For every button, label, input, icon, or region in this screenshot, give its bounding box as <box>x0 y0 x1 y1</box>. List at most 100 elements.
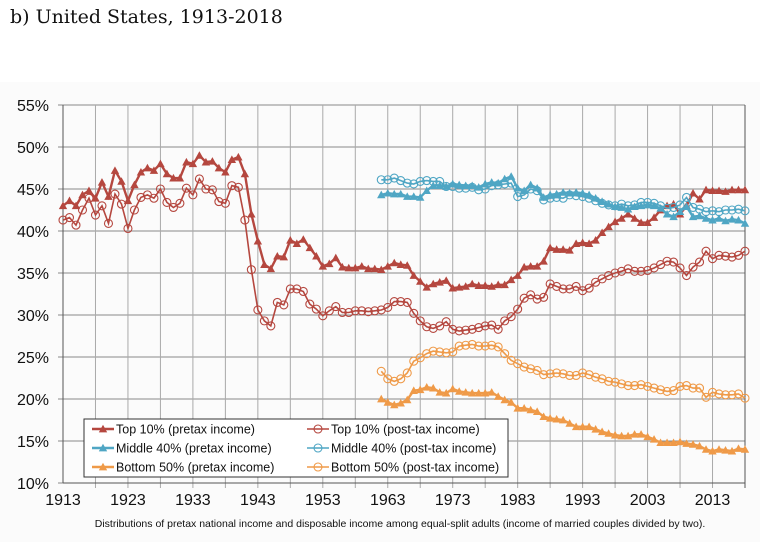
data-point <box>299 235 308 243</box>
data-point <box>545 369 555 379</box>
data-point <box>117 177 126 185</box>
data-point <box>694 383 705 393</box>
x-tick-label: 1993 <box>565 492 601 509</box>
data-point <box>584 239 594 247</box>
data-point <box>480 321 490 331</box>
data-point <box>578 368 588 378</box>
data-point <box>662 203 672 213</box>
data-point <box>506 398 516 406</box>
legend-label: Middle 40% (post-tax income) <box>331 442 496 456</box>
data-point <box>688 202 698 213</box>
data-point <box>636 380 646 390</box>
data-point <box>409 179 419 189</box>
data-point <box>448 181 458 192</box>
data-point <box>597 374 607 384</box>
data-point <box>422 283 431 291</box>
data-point <box>474 388 483 397</box>
data-point <box>448 283 457 292</box>
data-point <box>461 388 470 396</box>
data-point <box>403 395 412 404</box>
data-point <box>500 349 510 359</box>
data-point <box>136 168 146 176</box>
data-point <box>552 245 561 253</box>
data-point <box>376 305 386 315</box>
data-point <box>259 316 269 326</box>
data-point <box>584 193 594 203</box>
data-point <box>727 215 737 223</box>
data-point <box>383 374 393 384</box>
data-point <box>740 246 750 256</box>
data-point <box>383 175 393 185</box>
data-point <box>110 189 120 199</box>
data-point <box>688 189 698 197</box>
data-point <box>422 383 431 391</box>
data-point <box>552 414 561 423</box>
data-point <box>727 390 737 400</box>
data-point <box>467 182 477 192</box>
data-point <box>526 405 535 414</box>
data-point <box>617 431 626 440</box>
data-point <box>266 264 276 273</box>
data-point <box>298 286 308 297</box>
data-point <box>325 259 334 268</box>
data-point <box>103 218 114 228</box>
data-point <box>675 207 685 216</box>
data-point <box>162 169 172 178</box>
data-point <box>565 246 574 254</box>
data-point <box>454 341 464 351</box>
data-point <box>681 192 692 202</box>
data-point <box>604 200 614 210</box>
data-point <box>532 365 542 375</box>
data-point <box>558 369 568 379</box>
data-point <box>487 340 497 350</box>
data-point <box>396 176 406 186</box>
data-point <box>565 190 575 200</box>
data-point <box>714 389 724 399</box>
data-point <box>422 176 432 186</box>
data-point <box>733 204 744 214</box>
data-point <box>311 304 321 314</box>
data-point <box>682 439 691 447</box>
data-point <box>630 200 640 210</box>
data-point <box>403 192 412 200</box>
data-point <box>468 388 477 397</box>
data-point <box>247 210 256 218</box>
data-point <box>110 166 120 174</box>
data-point <box>694 257 705 267</box>
data-point <box>513 304 523 314</box>
data-point <box>389 173 399 183</box>
data-point <box>156 159 165 168</box>
data-point <box>376 366 386 376</box>
data-point <box>422 322 432 332</box>
data-point <box>194 174 204 184</box>
data-point <box>279 252 289 261</box>
data-point <box>506 178 516 188</box>
data-point <box>448 324 458 334</box>
data-point <box>188 159 198 168</box>
data-point <box>565 419 574 427</box>
data-point <box>396 374 406 384</box>
data-point <box>416 385 425 394</box>
data-point <box>545 243 555 252</box>
legend-item: Bottom 50% (post-tax income) <box>307 461 499 475</box>
data-point <box>545 414 555 422</box>
data-point <box>734 444 743 452</box>
data-point <box>123 223 133 234</box>
data-point <box>526 184 536 194</box>
data-point <box>701 445 711 453</box>
data-point <box>604 429 613 437</box>
data-point <box>396 189 405 198</box>
data-point <box>584 422 594 431</box>
data-point <box>377 190 386 199</box>
x-tick-label: 1923 <box>110 492 146 509</box>
data-point <box>234 152 243 161</box>
data-point <box>77 205 88 215</box>
data-point <box>740 219 750 227</box>
data-point <box>363 307 373 317</box>
data-point <box>208 157 217 165</box>
data-point <box>272 297 282 307</box>
data-point <box>539 292 549 302</box>
data-point <box>318 262 328 270</box>
data-point <box>617 214 626 222</box>
data-point <box>344 307 354 318</box>
